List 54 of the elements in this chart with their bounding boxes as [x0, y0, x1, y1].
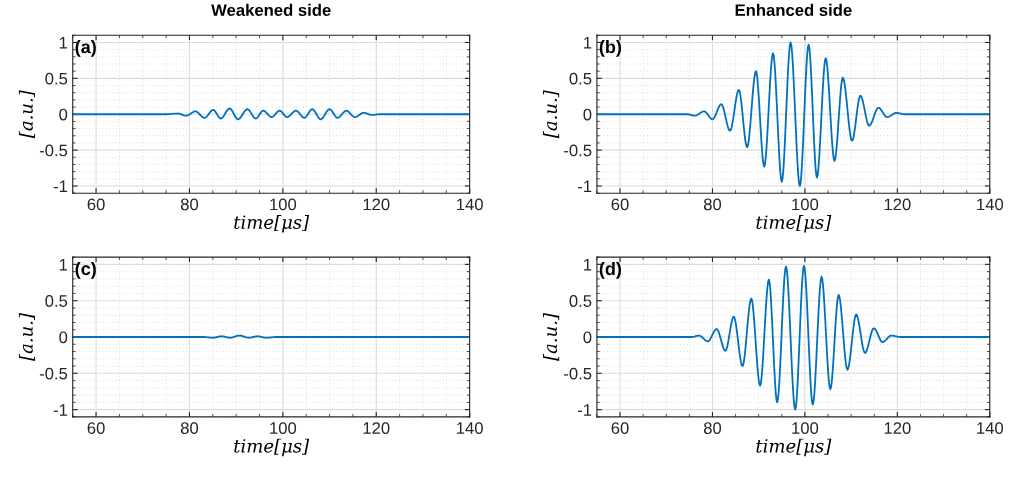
y-tick-label: -0.5 — [564, 144, 592, 157]
x-axis-title: time[μs] — [234, 214, 310, 233]
x-tick-label: 60 — [87, 422, 105, 434]
x-tick-label: 80 — [703, 422, 722, 434]
x-tick-label: 120 — [363, 422, 390, 434]
y-tick-label: 1 — [584, 258, 592, 271]
x-tick-label: 140 — [457, 422, 483, 434]
y-tick-label: 0.5 — [45, 72, 68, 85]
x-tick-label: 140 — [977, 422, 1004, 434]
x-tick-label: 60 — [611, 198, 629, 211]
annotation: (a) — [75, 40, 96, 57]
annotation: (d) — [599, 261, 622, 279]
y-tick-label: 1 — [584, 37, 592, 49]
y-tick-label: -0.5 — [564, 367, 592, 380]
x-tick-label: 100 — [270, 422, 297, 434]
y-tick-label: -0.5 — [39, 367, 68, 380]
y-axis-title: [a.u.] — [543, 313, 560, 361]
x-axis-title: time[μs] — [234, 438, 310, 457]
y-tick-label: 1 — [59, 37, 68, 49]
y-tick-label: 0 — [583, 331, 592, 344]
annotation: (c) — [75, 261, 96, 279]
y-tick-label: -1 — [577, 404, 592, 416]
y-axis-title: [a.u.] — [543, 90, 560, 139]
x-tick-label: 120 — [884, 422, 911, 434]
annotation: (b) — [599, 40, 622, 57]
chart-title: Weakened side — [211, 3, 331, 17]
x-axis-title: time[μs] — [756, 214, 832, 233]
y-tick-label: -1 — [53, 404, 68, 416]
x-tick-label: 60 — [611, 422, 629, 434]
x-axis-title: time[μs] — [756, 438, 832, 457]
y-tick-label: -0.5 — [39, 144, 68, 157]
x-tick-label: 100 — [792, 198, 819, 211]
x-tick-label: 140 — [457, 198, 483, 211]
y-tick-label: 0 — [59, 108, 68, 121]
y-axis-title: [a.u.] — [18, 313, 35, 361]
x-tick-label: 100 — [792, 422, 819, 434]
x-tick-label: 60 — [87, 198, 105, 211]
y-tick-label: -1 — [577, 180, 592, 193]
y-tick-label: 0 — [59, 331, 68, 344]
y-axis-title: [a.u.] — [18, 90, 35, 139]
y-tick-label: 0.5 — [569, 72, 592, 85]
chart-title: Enhanced side — [735, 3, 852, 17]
y-tick-label: 0.5 — [45, 295, 68, 307]
x-tick-label: 100 — [270, 198, 297, 211]
y-tick-label: -1 — [53, 180, 68, 193]
y-tick-label: 1 — [59, 258, 68, 271]
y-tick-label: 0.5 — [569, 295, 592, 307]
x-tick-label: 80 — [703, 198, 722, 211]
x-tick-label: 120 — [884, 198, 911, 211]
x-tick-label: 120 — [363, 198, 390, 211]
y-tick-label: 0 — [583, 108, 592, 121]
x-tick-label: 140 — [977, 198, 1004, 211]
x-tick-label: 80 — [180, 198, 199, 211]
x-tick-label: 80 — [180, 422, 199, 434]
